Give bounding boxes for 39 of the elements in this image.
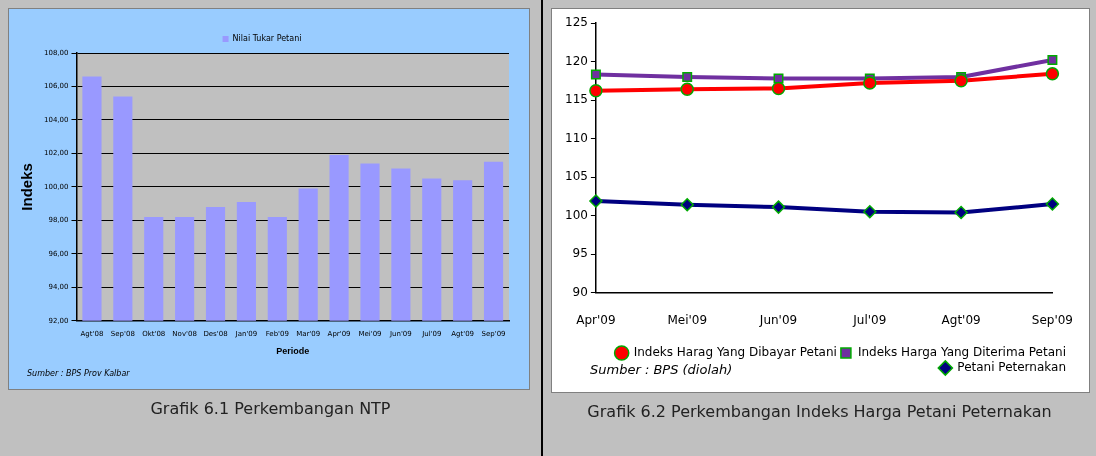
text: Grafik 6.2 Perkembangan Indeks Harga Petani Peternakan: [586, 402, 1053, 421]
point: [954, 74, 968, 88]
point: [680, 82, 694, 96]
legend-label: Petani Peternakan: [957, 360, 1067, 375]
x-tick-label: Jul'09: [852, 312, 887, 327]
legend-label: Indeks Harga Yang Diterima Petani: [857, 345, 1066, 360]
point: [682, 71, 693, 82]
text: Grafik 6.1 Perkembangan NTP: [149, 399, 392, 418]
point: [1047, 54, 1058, 65]
x-tick-label: Agt'09: [941, 312, 981, 327]
x-tick-label: Sep'09: [1031, 312, 1073, 327]
point: [590, 69, 601, 80]
x-tick-label: Jun'09: [758, 312, 798, 327]
legend-label: Indeks Harag Yang Dibayar Petani: [633, 345, 837, 360]
y-tick-label: 120: [565, 53, 588, 68]
x-tick-label: Mei'09: [667, 312, 708, 327]
legend-label: Nilai Tukar Petani: [232, 34, 302, 44]
y-tick-label: 90: [572, 284, 588, 299]
x-tick-label: Apr'09: [576, 312, 616, 327]
point: [589, 84, 603, 98]
point: [589, 194, 603, 208]
y-tick-label: 110: [565, 130, 588, 145]
y-tick-label: 125: [565, 15, 588, 30]
y-tick-label: 100: [565, 207, 588, 222]
point: [1045, 197, 1060, 211]
text: Sumber : BPS Prov Kalbar: [27, 369, 130, 378]
point: [771, 200, 786, 214]
point: [1045, 67, 1060, 81]
x-axis-title: Periode: [276, 346, 310, 357]
y-tick-label: 105: [565, 169, 588, 184]
point: [863, 76, 877, 90]
point: [954, 205, 968, 220]
point: [771, 81, 786, 96]
text: Sumber : BPS (diolah): [590, 362, 733, 377]
y-axis-title: Indeks: [18, 163, 36, 211]
y-tick-label: 95: [572, 246, 588, 261]
point: [863, 204, 877, 219]
y-tick-label: 115: [565, 92, 588, 107]
point: [680, 198, 694, 212]
